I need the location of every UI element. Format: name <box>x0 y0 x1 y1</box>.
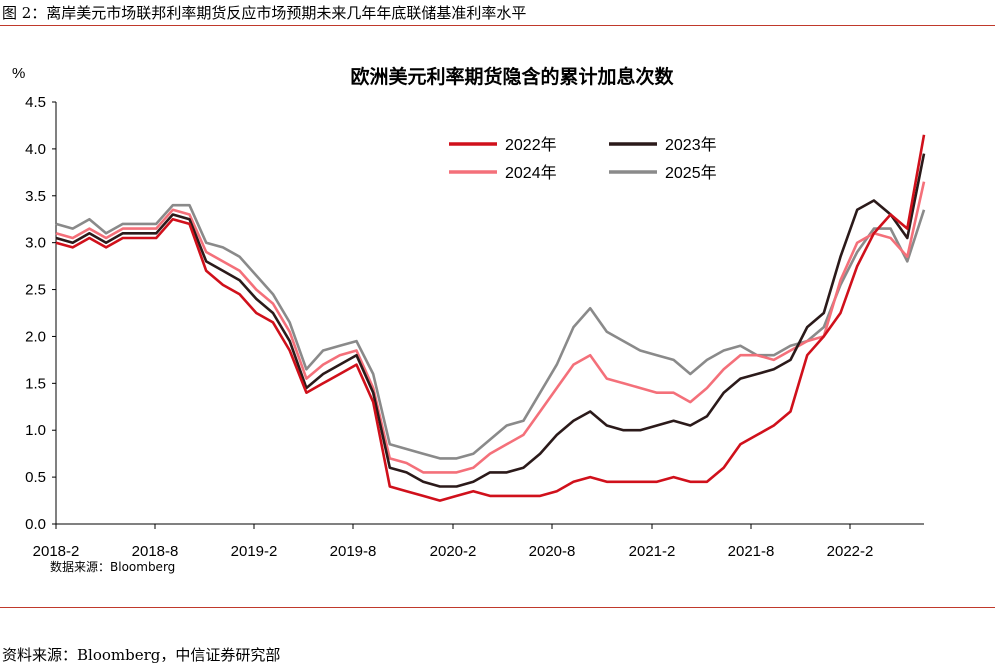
x-tick-label: 2021-2 <box>629 543 676 560</box>
y-tick-label: 2.0 <box>25 328 46 345</box>
y-tick-label: 4.0 <box>25 141 46 158</box>
series-lines <box>55 134 926 502</box>
x-tick-label: 2018-2 <box>33 543 80 560</box>
x-tick-label: 2018-8 <box>132 543 179 560</box>
y-tick-label: 2.5 <box>25 282 46 299</box>
legend-label: 2022年 <box>505 136 557 154</box>
chart-title: 欧洲美元利率期货隐含的累计加息次数 <box>350 65 674 88</box>
figure-caption: 图 2：离岸美元市场联邦利率期货反应市场预期未来几年年底联储基准利率水平 <box>2 4 527 22</box>
y-tick-label: 4.5 <box>25 94 46 111</box>
x-tick-label: 2019-8 <box>330 543 377 560</box>
series-line-1 <box>55 153 926 488</box>
x-tick-label: 2020-8 <box>529 543 576 560</box>
series-line-2 <box>55 181 926 474</box>
y-tick-label: 0.5 <box>25 469 46 486</box>
line-chart: 欧洲美元利率期货隐含的累计加息次数 % 0.0 0.5 1.0 1.5 2.0 2.5 3.… <box>12 65 926 574</box>
x-tick-label: 2021-8 <box>728 543 775 560</box>
legend-label: 2025年 <box>665 164 717 182</box>
x-tick-label: 2020-2 <box>430 543 477 560</box>
series-line-3 <box>55 203 926 460</box>
y-tick-label: 3.0 <box>25 235 46 252</box>
y-tick-label: 1.0 <box>25 422 46 439</box>
source-footer: 资料来源：Bloomberg，中信证券研究部 <box>2 646 281 664</box>
chart-legend: 2022年 2023年 2024年 2025年 <box>449 136 717 182</box>
data-source-note: 数据来源：Bloomberg <box>50 559 175 574</box>
y-tick-label: 1.5 <box>25 375 46 392</box>
x-tick-label: 2019-2 <box>231 543 278 560</box>
legend-label: 2023年 <box>665 136 717 154</box>
y-tick-label: 3.5 <box>25 188 46 205</box>
top-divider <box>0 25 995 26</box>
bottom-divider <box>0 607 995 608</box>
legend-label: 2024年 <box>505 164 557 182</box>
y-tick-label: 0.0 <box>25 516 46 533</box>
series-line-0 <box>55 134 926 502</box>
x-tick-label: 2022-2 <box>827 543 874 560</box>
chart-axes: 0.0 0.5 1.0 1.5 2.0 2.5 3.0 3.5 4.0 4.5 2018-2 2018… <box>25 94 924 560</box>
y-axis-unit-label: % <box>12 65 25 82</box>
